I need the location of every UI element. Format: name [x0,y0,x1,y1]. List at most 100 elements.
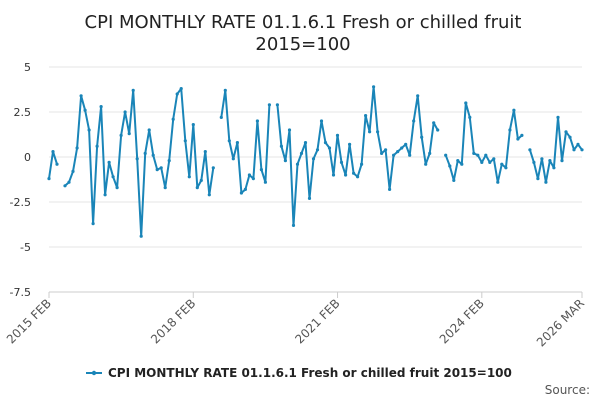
data-point[interactable] [528,148,532,152]
data-point[interactable] [568,135,572,139]
data-point[interactable] [388,187,392,191]
data-point[interactable] [352,171,356,175]
data-point[interactable] [492,157,496,161]
data-point[interactable] [263,180,267,184]
data-point[interactable] [303,141,308,145]
data-point[interactable] [348,142,352,146]
data-point[interactable] [464,101,468,105]
data-point[interactable] [295,162,300,166]
data-point[interactable] [307,196,312,200]
data-point[interactable] [47,177,51,181]
data-point[interactable] [356,175,360,179]
data-point[interactable] [155,168,159,172]
data-point[interactable] [163,186,167,190]
data-point[interactable] [572,148,576,152]
data-point[interactable] [51,150,55,154]
data-point[interactable] [424,162,428,166]
data-point[interactable] [544,180,548,184]
data-point[interactable] [576,142,580,146]
data-point[interactable] [331,173,336,177]
data-point[interactable] [416,94,420,98]
data-point[interactable] [227,139,231,143]
data-point[interactable] [247,173,251,177]
data-point[interactable] [315,148,320,152]
data-point[interactable] [55,162,59,166]
data-point[interactable] [344,173,348,177]
data-point[interactable] [532,160,536,164]
data-point[interactable] [291,223,296,227]
data-point[interactable] [63,184,67,188]
data-point[interactable] [79,94,83,98]
data-point[interactable] [167,159,171,163]
data-point[interactable] [432,121,436,125]
data-point[interactable] [460,162,464,166]
data-point[interactable] [279,144,283,148]
data-point[interactable] [500,162,504,166]
data-point[interactable] [468,115,472,119]
data-point[interactable] [372,85,376,89]
data-point[interactable] [472,151,476,155]
data-point[interactable] [267,103,271,107]
data-point[interactable] [540,157,544,161]
data-point[interactable] [408,153,412,157]
data-point[interactable] [191,123,195,127]
data-point[interactable] [259,168,263,172]
data-point[interactable] [171,117,175,121]
data-point[interactable] [376,130,380,134]
data-point[interactable] [199,178,203,182]
data-point[interactable] [516,137,520,141]
data-point[interactable] [360,162,364,166]
data-point[interactable] [231,157,235,161]
data-point[interactable] [428,151,432,155]
data-point[interactable] [151,153,155,157]
data-point[interactable] [560,159,564,163]
data-point[interactable] [384,148,388,152]
data-point[interactable] [287,128,292,132]
data-point[interactable] [580,148,584,152]
data-point[interactable] [111,175,115,179]
data-point[interactable] [275,103,279,107]
data-point[interactable] [183,139,187,143]
data-point[interactable] [476,153,480,157]
legend[interactable]: CPI MONTHLY RATE 01.1.6.1 Fresh or chill… [86,366,512,380]
data-point[interactable] [323,141,328,145]
data-point[interactable] [135,157,139,161]
data-point[interactable] [95,144,99,148]
data-point[interactable] [364,114,368,118]
data-point[interactable] [508,128,512,132]
data-point[interactable] [251,177,255,181]
data-point[interactable] [564,130,568,134]
data-point[interactable] [115,186,119,190]
data-point[interactable] [448,164,452,168]
data-point[interactable] [127,132,131,136]
data-point[interactable] [71,169,75,173]
data-point[interactable] [319,119,324,123]
data-point[interactable] [239,191,243,195]
data-point[interactable] [556,115,560,119]
data-point[interactable] [207,193,211,197]
data-point[interactable] [243,187,247,191]
data-point[interactable] [179,87,183,91]
data-point[interactable] [223,88,227,92]
data-point[interactable] [484,153,488,157]
data-point[interactable] [436,128,440,132]
data-point[interactable] [203,150,207,154]
data-point[interactable] [504,166,508,170]
data-point[interactable] [311,157,316,161]
data-point[interactable] [396,150,400,154]
data-point[interactable] [380,151,384,155]
data-point[interactable] [400,146,404,150]
data-point[interactable] [139,234,143,238]
data-point[interactable] [512,108,516,112]
data-point[interactable] [255,119,259,123]
data-point[interactable] [452,178,456,182]
data-point[interactable] [404,142,408,146]
data-point[interactable] [159,166,163,170]
data-point[interactable] [552,166,556,170]
data-point[interactable] [147,128,151,132]
data-point[interactable] [103,193,107,197]
data-point[interactable] [235,141,239,145]
data-point[interactable] [83,108,87,112]
data-point[interactable] [107,160,111,164]
data-point[interactable] [187,175,191,179]
